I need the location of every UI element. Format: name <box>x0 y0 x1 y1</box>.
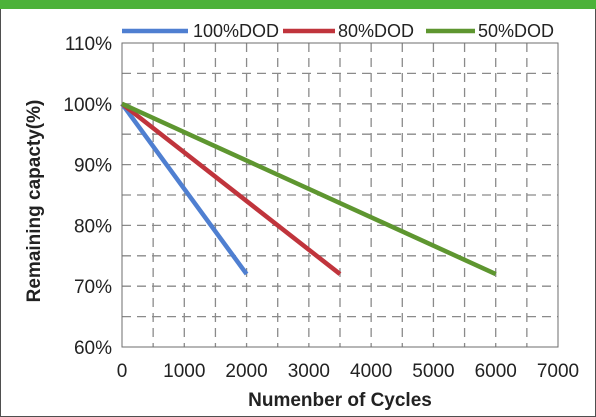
y-tick-label: 60% <box>74 338 112 359</box>
x-tick-labels: 0 1000 2000 3000 4000 5000 6000 7000 <box>117 361 579 382</box>
x-tick-label: 0 <box>117 361 128 382</box>
x-tick-label: 6000 <box>475 361 517 382</box>
x-tick-label: 4000 <box>350 361 392 382</box>
y-tick-label: 110% <box>65 34 112 55</box>
x-axis-title: Numenber of Cycles <box>248 390 432 411</box>
x-tick-label: 7000 <box>537 361 579 382</box>
legend: 100%DOD 80%DOD 50%DOD <box>120 19 556 41</box>
top-accent-band <box>0 0 596 9</box>
y-tick-labels: 60% 70% 80% 90% 100% 110% <box>63 34 112 359</box>
series-line <box>121 101 497 277</box>
y-tick-label: 100% <box>63 95 112 116</box>
legend-background <box>120 19 556 41</box>
y-axis-title: Remaining capacty(%) <box>24 100 45 303</box>
x-tick-label: 2000 <box>225 361 267 382</box>
x-tick-label: 1000 <box>163 361 205 382</box>
x-tick-label: 3000 <box>288 361 330 382</box>
y-tick-label: 70% <box>74 277 112 298</box>
x-tick-label: 5000 <box>412 361 454 382</box>
legend-label: 50%DOD <box>478 21 554 41</box>
plot-area-border <box>121 42 559 348</box>
gridlines <box>122 43 558 347</box>
y-tick-label: 80% <box>74 216 112 237</box>
series-line <box>120 102 249 276</box>
y-tick-label: 90% <box>74 156 112 177</box>
legend-label: 100%DOD <box>193 21 279 41</box>
series-lines <box>120 101 497 277</box>
series-line <box>120 102 342 276</box>
legend-label: 80%DOD <box>338 21 414 41</box>
